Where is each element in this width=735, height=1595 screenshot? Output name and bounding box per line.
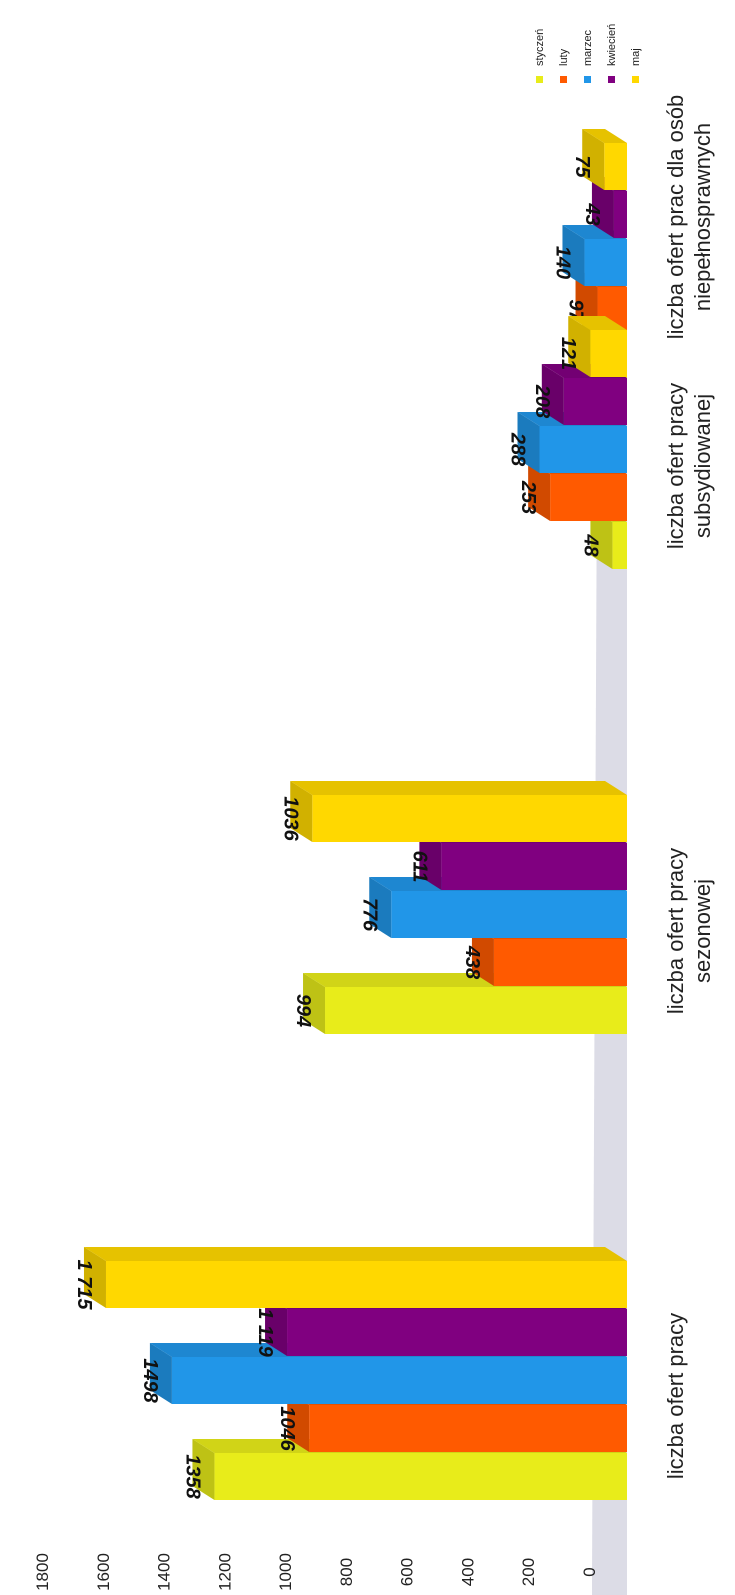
- bar-end-face: [582, 129, 605, 190]
- y-tick-label: 200: [519, 1558, 538, 1586]
- legend-label: maj: [630, 48, 642, 66]
- bar-end-face: [590, 508, 613, 569]
- y-tick-label: 1200: [215, 1553, 234, 1591]
- data-label: 438: [461, 945, 483, 980]
- bar-front-face: [604, 143, 627, 190]
- data-label: 48: [579, 533, 601, 557]
- bar-front-face: [612, 522, 627, 569]
- y-tick-label: 1600: [94, 1553, 113, 1591]
- bar-front-face: [590, 330, 627, 377]
- bar-end-face: [419, 829, 442, 890]
- data-label: 253: [517, 480, 539, 514]
- data-label: 1358: [181, 1454, 203, 1499]
- category-label: liczba ofert pracy: [663, 383, 688, 549]
- bar-end-face: [471, 925, 494, 986]
- bar-1-4: [290, 781, 627, 842]
- bar-end-face: [541, 364, 564, 425]
- category-label: sezonowej: [690, 879, 715, 983]
- bar-end-face: [83, 1247, 106, 1308]
- bar-end-face: [149, 1343, 172, 1404]
- bar-side-face: [582, 129, 627, 143]
- data-label: 611: [408, 851, 430, 883]
- legend: [536, 76, 639, 83]
- legend-label: luty: [558, 48, 570, 66]
- legend-swatch: [608, 76, 615, 83]
- data-label: 121: [557, 337, 579, 370]
- bar-2-1: [528, 460, 627, 521]
- data-label: 288: [507, 432, 529, 467]
- bar-front-face: [309, 1405, 627, 1452]
- bar-front-face: [441, 843, 627, 890]
- bar-front-face: [563, 378, 627, 425]
- bar-side-face: [290, 781, 627, 795]
- bar-front-face: [539, 426, 627, 473]
- data-label: 1498: [139, 1358, 161, 1403]
- data-label: 208: [531, 384, 553, 419]
- bar-front-face: [312, 795, 627, 842]
- bar-0-4: [83, 1247, 627, 1308]
- category-label: liczba ofert pracy: [663, 848, 688, 1014]
- legend-label: styczeń: [534, 29, 546, 66]
- bar-end-face: [265, 1295, 288, 1356]
- bar-end-face: [517, 412, 540, 473]
- y-tick-label: 0: [580, 1567, 599, 1576]
- bar-end-face: [591, 177, 614, 238]
- bar-end-face: [528, 460, 551, 521]
- legend-swatch: [584, 76, 591, 83]
- y-tick-label: 400: [458, 1558, 477, 1586]
- category-label: liczba ofert pracy: [663, 1313, 688, 1479]
- category-label: liczba ofert prac dla osób: [663, 95, 688, 340]
- bar-3-2: [562, 225, 627, 286]
- data-label: 1 119: [254, 1308, 276, 1357]
- y-tick-label: 1400: [155, 1553, 174, 1591]
- legend-swatch: [536, 76, 543, 83]
- data-label: 1046: [276, 1406, 298, 1451]
- bar-2-2: [517, 412, 627, 473]
- bar-end-face: [287, 1391, 310, 1452]
- bar-end-face: [192, 1439, 215, 1500]
- bar-front-face: [550, 474, 627, 521]
- bar-end-face: [303, 973, 326, 1034]
- y-tick-label: 1800: [33, 1553, 52, 1591]
- bar-2-4: [568, 316, 627, 377]
- data-label: 75: [571, 155, 593, 178]
- bar-side-face: [568, 316, 627, 330]
- legend-swatch: [560, 76, 567, 83]
- y-tick-label: 1000: [276, 1553, 295, 1591]
- bar-front-face: [171, 1357, 627, 1404]
- category-label: subsydiowanej: [690, 394, 715, 538]
- bar-front-face: [584, 239, 627, 286]
- bar-front-face: [214, 1453, 627, 1500]
- y-tick-label: 600: [398, 1558, 417, 1586]
- bar-end-face: [290, 781, 313, 842]
- legend-label: kwiecień: [606, 24, 618, 66]
- bar-end-face: [562, 225, 585, 286]
- category-label: niepełnosprawnych: [690, 123, 715, 311]
- bar-front-face: [493, 939, 627, 986]
- data-label: 994: [292, 994, 314, 1027]
- legend-swatch: [632, 76, 639, 83]
- bar-1-2: [369, 877, 627, 938]
- data-label: 1036: [279, 796, 301, 841]
- data-label: 1 715: [73, 1259, 95, 1310]
- data-label: 776: [358, 898, 380, 932]
- data-label: 43: [581, 202, 603, 225]
- bar-front-face: [391, 891, 627, 938]
- bar-end-face: [568, 316, 591, 377]
- bar-end-face: [369, 877, 392, 938]
- data-label: 140: [551, 246, 573, 279]
- bar-side-face: [83, 1247, 627, 1261]
- bar-front-face: [287, 1309, 627, 1356]
- y-tick-label: 800: [337, 1558, 356, 1586]
- bar-front-face: [613, 191, 627, 238]
- legend-label: marzec: [582, 29, 594, 66]
- bar-3-4: [582, 129, 627, 190]
- bar-front-face: [325, 987, 627, 1034]
- bar-front-face: [105, 1261, 627, 1308]
